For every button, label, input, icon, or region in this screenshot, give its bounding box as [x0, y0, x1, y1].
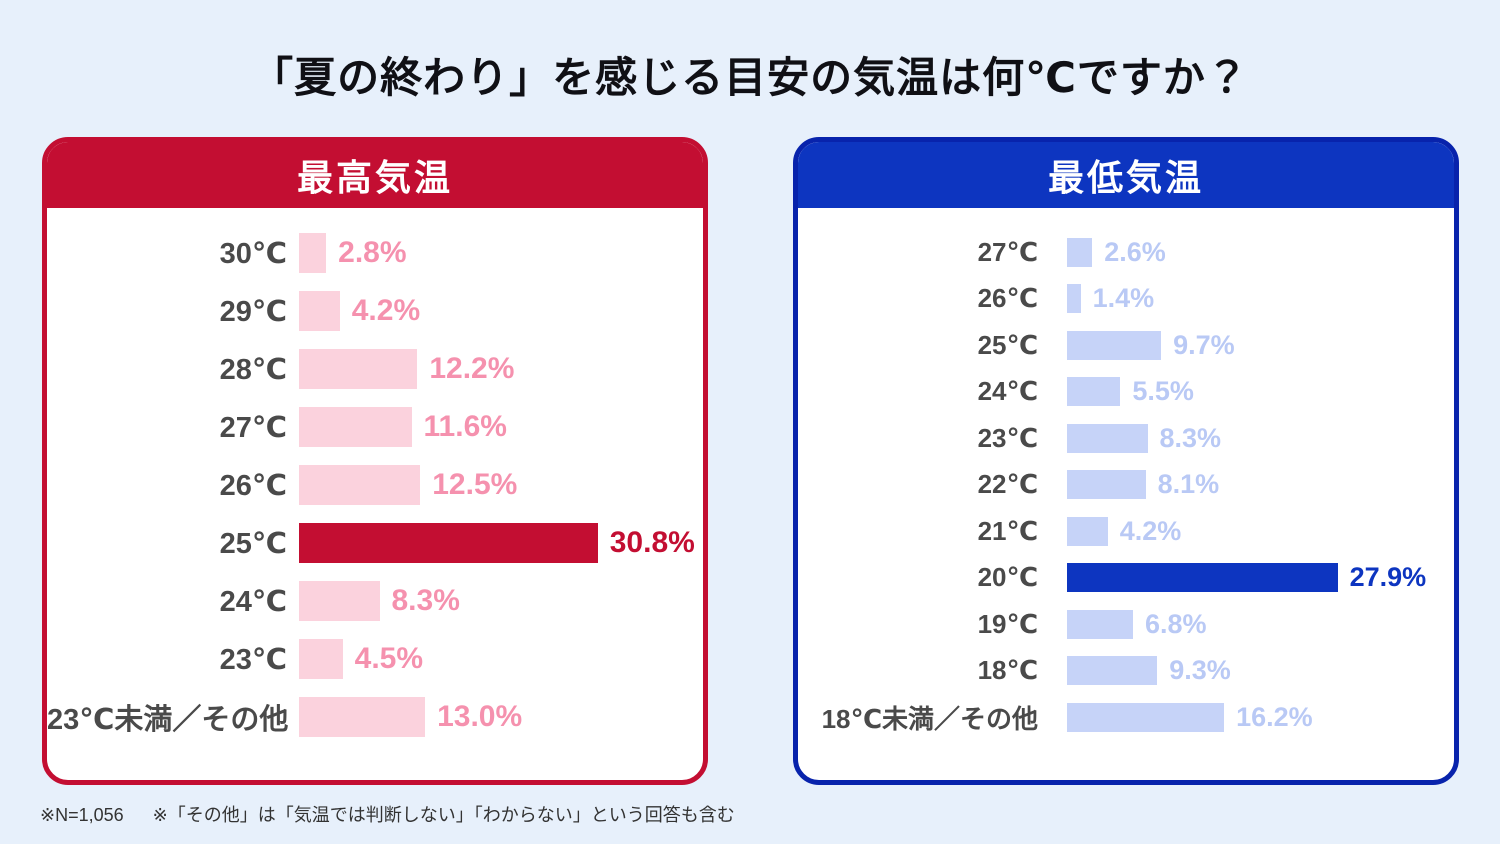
category-label: 19℃: [977, 608, 1038, 639]
chart-row: 24℃ 5.5%: [798, 369, 1454, 416]
chart-row: 21℃ 4.2%: [798, 508, 1454, 555]
value-label: 12.5%: [432, 468, 518, 501]
value-label: 8.3%: [1159, 422, 1222, 453]
min-temp-header: 最低気温: [798, 142, 1454, 208]
value-label: 6.8%: [1144, 608, 1207, 639]
chart-row: 27℃ 2.6%: [798, 229, 1454, 276]
bar: [299, 581, 380, 621]
value-label: 16.2%: [1236, 701, 1313, 732]
max-temp-header: 最高気温: [47, 142, 703, 208]
value-label: 9.7%: [1173, 329, 1235, 360]
category-label: 29℃: [219, 295, 287, 328]
category-label: 24℃: [219, 585, 287, 618]
chart-row: 25℃ 30.8%: [47, 514, 703, 572]
chart-row: 28℃ 12.2%: [47, 340, 703, 398]
bar: [299, 349, 418, 389]
footer-notes: ※N=1,056 ※「その他」は「気温では判断しない」「わからない」という回答も…: [40, 801, 735, 827]
category-label: 26℃: [977, 283, 1038, 314]
chart-row: 26℃ 12.5%: [47, 456, 703, 514]
value-label: 2.8%: [338, 236, 407, 269]
chart-row: 20℃ 27.9%: [798, 555, 1454, 602]
category-label: 23℃未満／その他: [47, 704, 289, 736]
value-label: 8.3%: [391, 584, 460, 617]
category-label: 27℃: [977, 236, 1038, 267]
chart-row: 24℃ 8.3%: [47, 572, 703, 630]
chart-row: 19℃ 6.8%: [798, 601, 1454, 648]
chart-row: 26℃ 1.4%: [798, 276, 1454, 323]
category-label: 18℃未満／その他: [821, 703, 1038, 734]
bar: [1067, 377, 1121, 407]
page-title: 「夏の終わり」を感じる目安の気温は何℃ですか？: [251, 54, 1249, 101]
chart-row: 23℃未満／その他 13.0%: [47, 688, 703, 746]
value-label: 5.5%: [1132, 376, 1194, 407]
chart-row: 27℃ 11.6%: [47, 398, 703, 456]
bar: [299, 639, 343, 679]
bar: [1067, 284, 1081, 314]
chart-row: 18℃未満／その他 16.2%: [798, 694, 1454, 741]
value-label: 2.6%: [1104, 236, 1166, 267]
chart-row: 25℃ 9.7%: [798, 322, 1454, 369]
category-label: 21℃: [977, 515, 1038, 546]
value-label: 4.2%: [1119, 515, 1182, 546]
other-definition-note: ※「その他」は「気温では判断しない」「わからない」という回答も含む: [152, 805, 735, 825]
category-label: 28℃: [219, 353, 287, 386]
value-label: 27.9%: [1349, 562, 1427, 593]
category-label: 30℃: [219, 237, 287, 270]
value-label: 12.2%: [429, 352, 515, 385]
value-label: 30.8%: [609, 526, 695, 559]
bar: [1067, 423, 1148, 453]
category-label: 18℃: [977, 655, 1038, 686]
chart-row: 30℃ 2.8%: [47, 224, 703, 282]
bar: [1067, 609, 1133, 639]
bar: [1067, 237, 1093, 267]
category-label: 27℃: [219, 411, 287, 444]
max-temp-card: 最高気温 30℃ 2.8% 29℃ 4.2% 28℃ 12.2% 27℃ 11.6% 26℃ 12…: [42, 137, 708, 785]
bar: [299, 465, 421, 505]
value-label: 4.5%: [354, 642, 424, 675]
bar: [1067, 516, 1108, 546]
highlighted-bar: [1067, 563, 1338, 593]
min-temp-chart: 27℃ 2.6% 26℃ 1.4% 25℃ 9.7% 24℃ 5.5% 23℃ 8.3% 22℃ 8.…: [798, 208, 1454, 741]
value-label: 11.6%: [423, 410, 507, 443]
bar: [299, 291, 340, 331]
category-label: 23℃: [219, 643, 287, 676]
category-label: 22℃: [977, 469, 1038, 500]
value-label: 9.3%: [1169, 655, 1231, 686]
min-temp-card: 最低気温 27℃ 2.6% 26℃ 1.4% 25℃ 9.7% 24℃ 5.5% 23℃ 8.3%…: [793, 137, 1459, 785]
category-label: 26℃: [219, 469, 287, 502]
sample-size-note: ※N=1,056: [40, 805, 124, 825]
bar: [1067, 656, 1158, 686]
chart-row: 23℃ 4.5%: [47, 630, 703, 688]
bar: [299, 407, 412, 447]
category-label: 20℃: [977, 562, 1038, 593]
value-label: 1.4%: [1092, 283, 1155, 314]
value-label: 8.1%: [1157, 469, 1220, 500]
chart-row: 29℃ 4.2%: [47, 282, 703, 340]
max-temp-chart: 30℃ 2.8% 29℃ 4.2% 28℃ 12.2% 27℃ 11.6% 26℃ 12.5% 25…: [47, 208, 703, 746]
category-label: 24℃: [977, 376, 1038, 407]
chart-row: 22℃ 8.1%: [798, 462, 1454, 509]
value-label: 13.0%: [437, 700, 523, 733]
chart-row: 23℃ 8.3%: [798, 415, 1454, 462]
bar: [1067, 330, 1162, 360]
category-label: 25℃: [977, 329, 1038, 360]
value-label: 4.2%: [351, 294, 421, 327]
category-label: 23℃: [977, 422, 1038, 453]
bar: [299, 233, 327, 273]
highlighted-bar: [299, 523, 598, 563]
bar: [1067, 470, 1146, 500]
bar: [299, 697, 426, 737]
category-label: 25℃: [219, 527, 287, 560]
bar: [1067, 702, 1225, 732]
chart-row: 18℃ 9.3%: [798, 648, 1454, 695]
